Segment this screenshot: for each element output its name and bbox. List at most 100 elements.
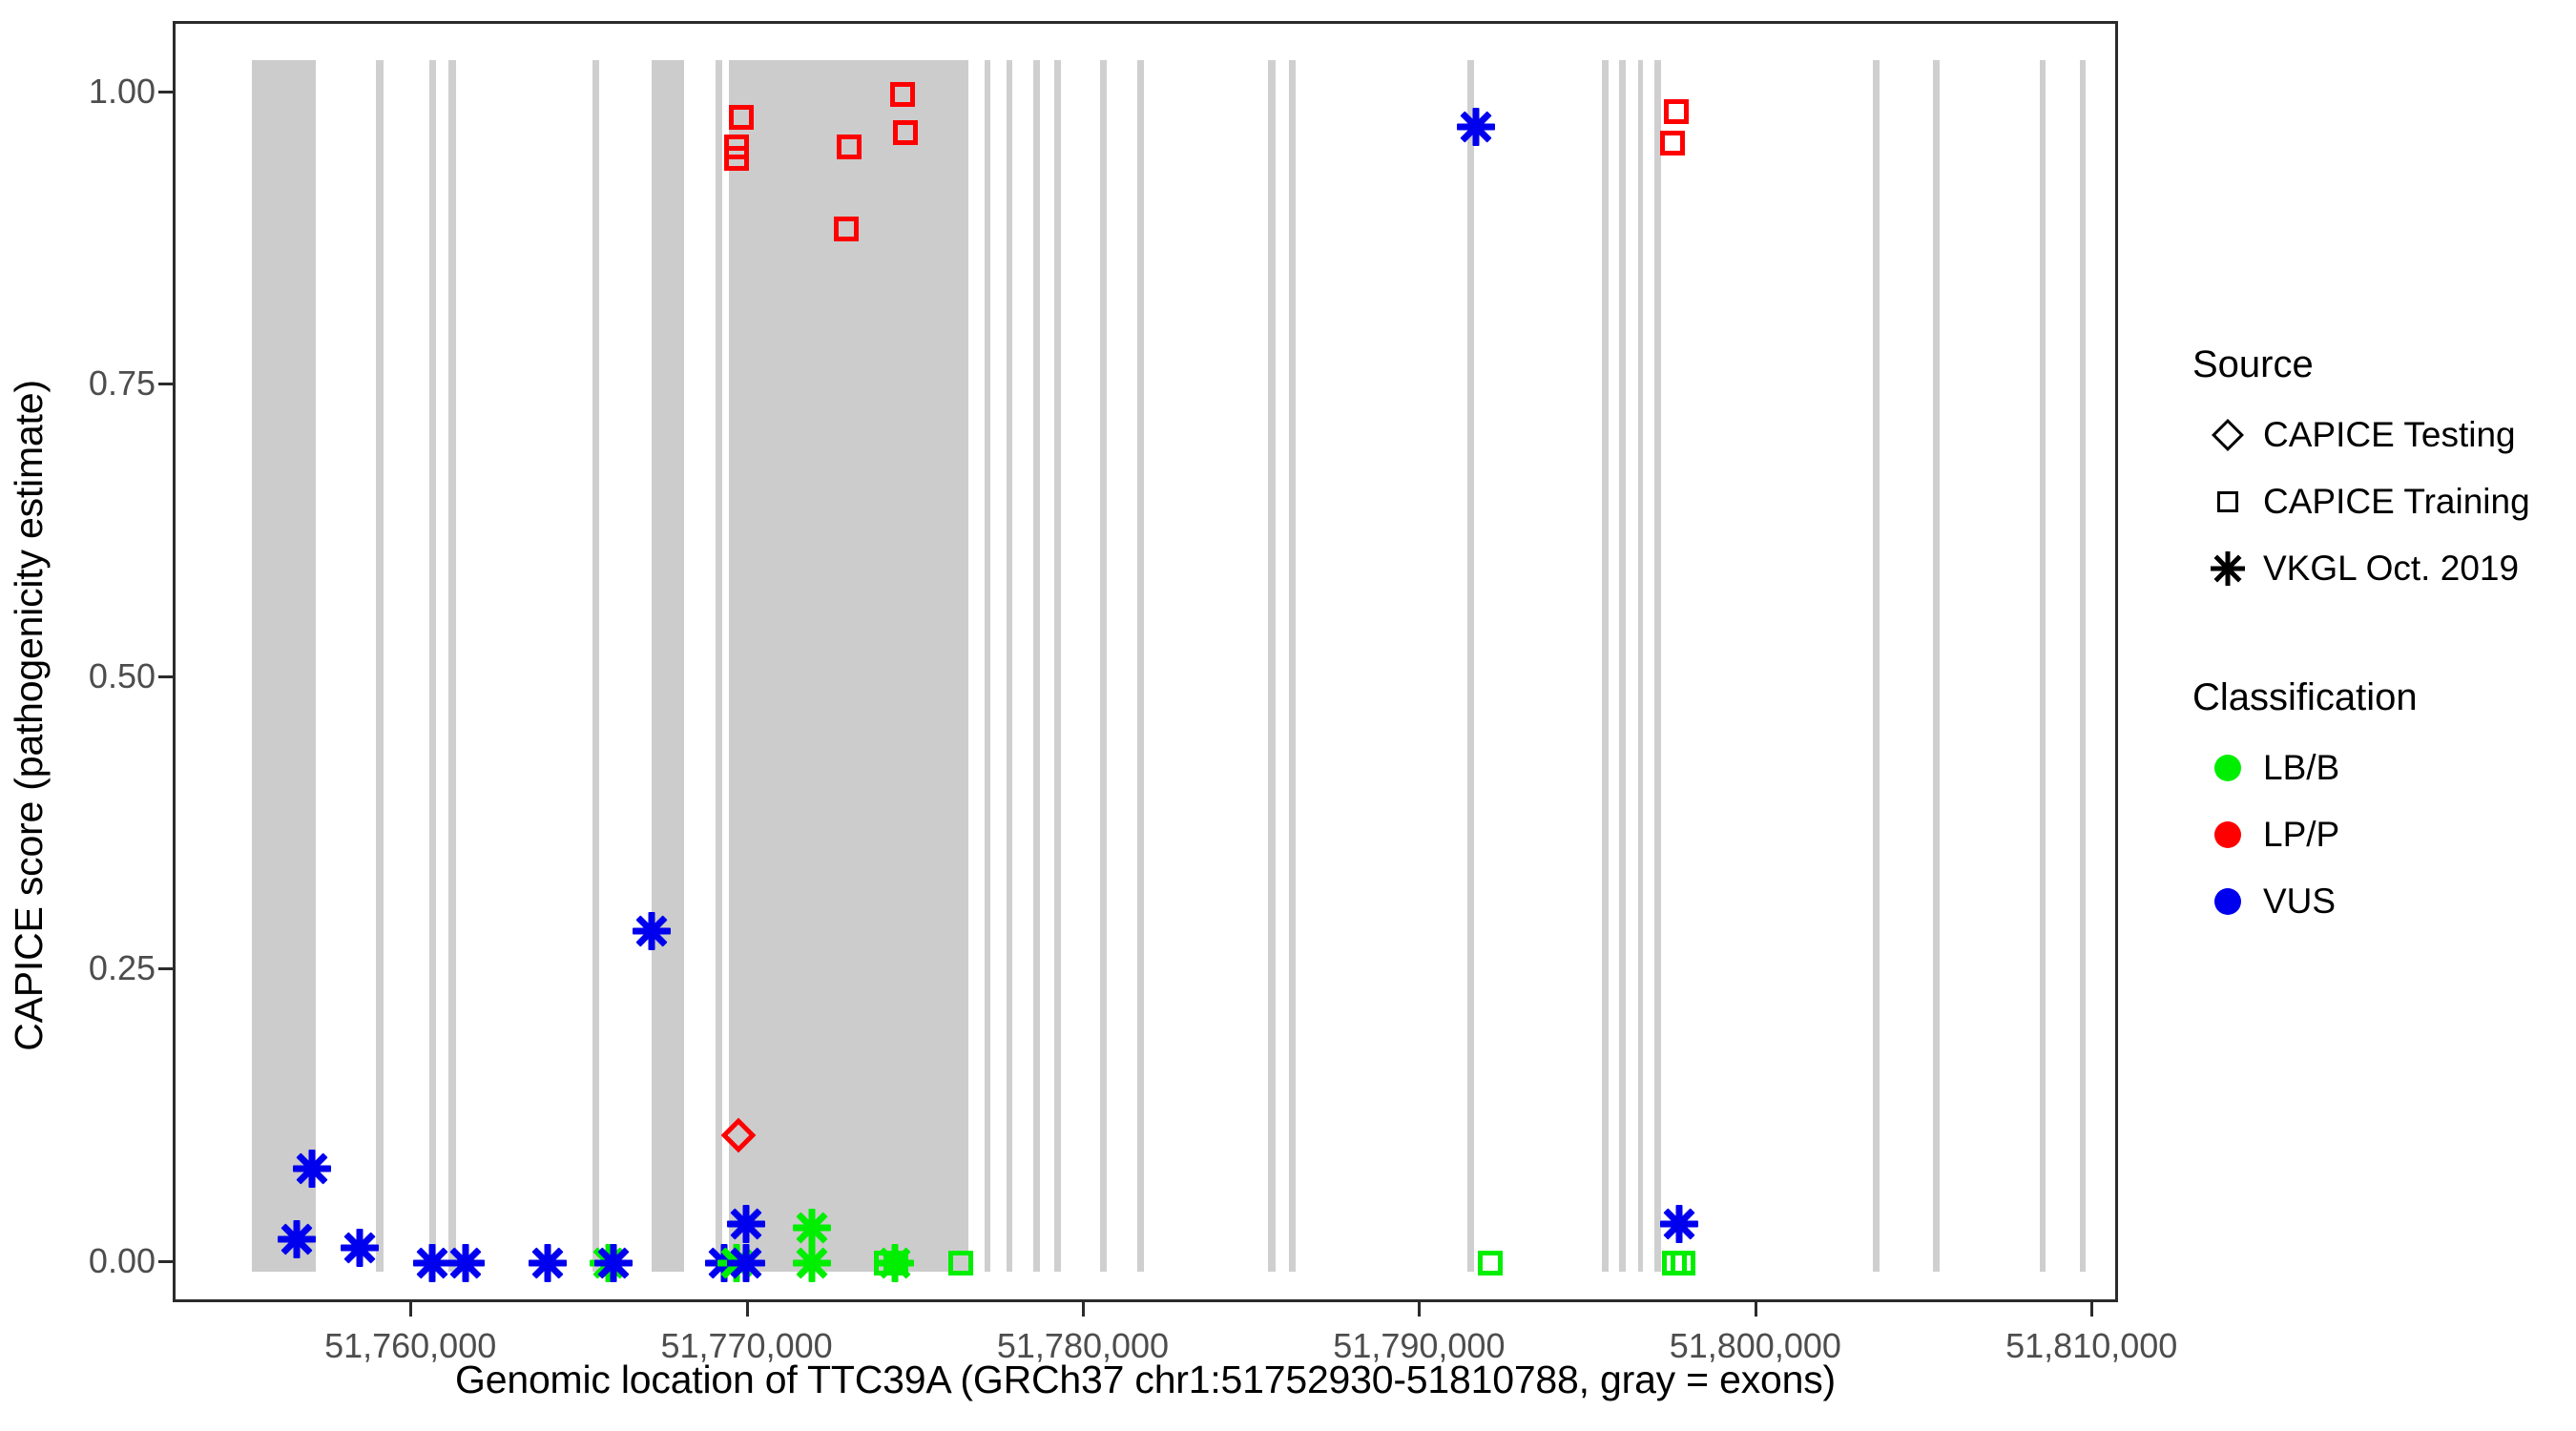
x-axis-tick xyxy=(745,1302,749,1317)
asterisk-icon xyxy=(2211,551,2245,586)
exon-band xyxy=(1099,60,1107,1273)
asterisk-marker-icon xyxy=(1659,1205,1698,1244)
y-axis-tick xyxy=(158,674,173,678)
asterisk-marker-icon xyxy=(1456,107,1495,146)
exon-band xyxy=(448,60,456,1273)
x-axis-tick xyxy=(1754,1302,1757,1317)
legend-label: LB/B xyxy=(2263,748,2340,787)
exon-band xyxy=(429,60,437,1273)
y-axis-tick-label: 0.00 xyxy=(88,1241,156,1281)
y-axis-tick-label: 1.00 xyxy=(88,71,156,111)
legend-label: VUS xyxy=(2263,881,2337,921)
exon-band xyxy=(1289,60,1297,1273)
legend-item[interactable]: VUS xyxy=(2192,868,2574,935)
legend-label: CAPICE Training xyxy=(2263,482,2530,521)
x-axis-tick-label: 51,800,000 xyxy=(1669,1326,1841,1365)
data-point xyxy=(594,1243,634,1282)
data-point xyxy=(1659,1205,1698,1244)
green-dot-icon xyxy=(2214,755,2241,781)
square-outline-icon xyxy=(2217,491,2238,512)
exon-band xyxy=(1872,60,1880,1273)
exon-band xyxy=(2079,60,2087,1273)
legend-key xyxy=(2192,551,2263,586)
plot-panel xyxy=(173,21,2118,1302)
asterisk-marker-icon xyxy=(341,1228,380,1267)
square-marker-icon xyxy=(1659,131,1685,156)
x-axis-tick-label: 51,760,000 xyxy=(324,1326,497,1365)
legend-title: Classification xyxy=(2192,676,2418,718)
data-point xyxy=(1477,1250,1503,1275)
data-point xyxy=(1661,1250,1687,1275)
exon-band xyxy=(1653,60,1661,1273)
asterisk-marker-icon xyxy=(594,1243,634,1282)
legend-key xyxy=(2192,419,2263,451)
exon-band xyxy=(1136,60,1144,1273)
exon-band xyxy=(1933,60,1941,1273)
x-axis-tick-label: 51,790,000 xyxy=(1333,1326,1506,1365)
diamond-outline-icon xyxy=(2212,419,2244,451)
legend-item[interactable]: VKGL Oct. 2019 xyxy=(2192,535,2574,602)
data-point xyxy=(341,1228,380,1267)
legend-key xyxy=(2192,491,2263,512)
data-point xyxy=(529,1243,568,1282)
y-axis-tick-label: 0.50 xyxy=(88,655,156,695)
data-point xyxy=(1663,98,1689,124)
x-axis-tick xyxy=(2090,1302,2094,1317)
x-axis-tick-label: 51,780,000 xyxy=(996,1326,1170,1365)
exon-band xyxy=(252,60,317,1273)
y-axis-title: CAPICE score (pathogenicity estimate) xyxy=(6,380,51,1051)
y-axis-tick xyxy=(158,383,173,386)
square-marker-icon xyxy=(1663,98,1689,124)
exon-band xyxy=(1053,60,1061,1273)
y-axis-tick xyxy=(158,1260,173,1264)
y-axis-tick xyxy=(158,90,173,93)
exon-band xyxy=(1637,60,1643,1273)
exon-band xyxy=(729,60,968,1273)
exon-band xyxy=(1601,60,1609,1273)
data-point xyxy=(1659,131,1685,156)
legend-group-source: Source CAPICE Testing CAPICE Training VKGL … xyxy=(2192,343,2574,602)
exon-band xyxy=(984,60,990,1273)
data-point xyxy=(1456,107,1495,146)
square-marker-icon xyxy=(1661,1250,1687,1275)
x-axis-tick-label: 51,770,000 xyxy=(660,1326,833,1365)
x-axis-tick xyxy=(409,1302,413,1317)
exon-band xyxy=(376,60,384,1273)
y-axis-tick-label: 0.75 xyxy=(88,363,156,404)
x-axis-title: Genomic location of TTC39A (GRCh37 chr1:… xyxy=(455,1357,1836,1401)
x-axis-tick-label: 51,810,000 xyxy=(2005,1326,2178,1365)
exon-band xyxy=(1006,60,1012,1273)
exon-band xyxy=(1268,60,1276,1273)
legend: Source CAPICE Testing CAPICE Training VKGL … xyxy=(2192,343,2574,1009)
exon-band xyxy=(592,60,600,1273)
data-point xyxy=(1670,1250,1695,1275)
legend-label: LP/P xyxy=(2263,815,2340,854)
square-marker-icon xyxy=(1670,1250,1695,1275)
legend-label: CAPICE Testing xyxy=(2263,415,2516,454)
legend-group-classification: Classification LB/B LP/P VUS xyxy=(2192,676,2574,935)
legend-item[interactable]: CAPICE Testing xyxy=(2192,402,2574,468)
legend-key xyxy=(2192,821,2263,848)
square-marker-icon xyxy=(1477,1250,1503,1275)
legend-item[interactable]: CAPICE Training xyxy=(2192,468,2574,535)
blue-dot-icon xyxy=(2214,888,2241,915)
legend-key xyxy=(2192,755,2263,781)
exon-band xyxy=(715,60,723,1273)
exon-band xyxy=(2040,60,2046,1273)
y-axis-tick-label: 0.25 xyxy=(88,948,156,988)
legend-item[interactable]: LB/B xyxy=(2192,735,2574,801)
legend-key xyxy=(2192,888,2263,915)
exon-band xyxy=(652,60,684,1273)
legend-label: VKGL Oct. 2019 xyxy=(2263,549,2520,588)
y-axis-tick xyxy=(158,967,173,971)
asterisk-marker-icon xyxy=(529,1243,568,1282)
exon-band xyxy=(1618,60,1626,1273)
legend-item[interactable]: LP/P xyxy=(2192,801,2574,868)
x-axis-tick xyxy=(1081,1302,1085,1317)
red-dot-icon xyxy=(2214,821,2241,848)
x-axis-tick xyxy=(1418,1302,1422,1317)
exon-band xyxy=(1466,60,1474,1273)
legend-title: Source xyxy=(2192,343,2314,385)
exon-band xyxy=(1033,60,1041,1273)
